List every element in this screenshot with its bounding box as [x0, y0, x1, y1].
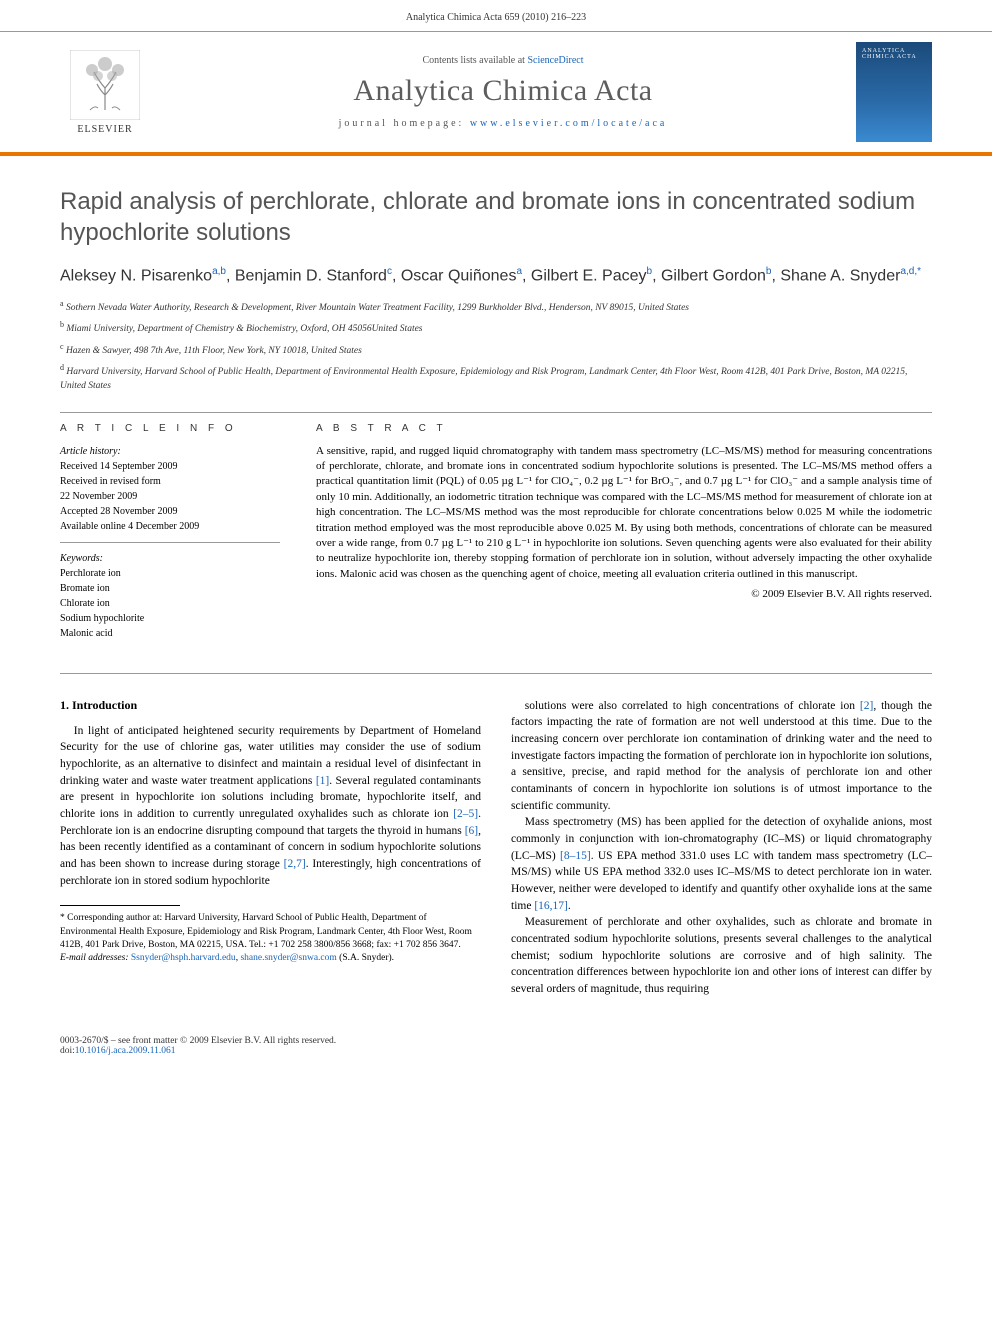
publisher-logo-block: ELSEVIER: [60, 50, 150, 135]
divider: [60, 673, 932, 674]
affiliation-line: d Harvard University, Harvard School of …: [60, 362, 932, 394]
affiliation-line: a Sothern Nevada Water Authority, Resear…: [60, 298, 932, 315]
journal-name: Analytica Chimica Acta: [150, 74, 856, 108]
article-history-block: Article history: Received 14 September 2…: [60, 444, 280, 641]
ref-link[interactable]: [2–5]: [453, 808, 478, 820]
history-line: Available online 4 December 2009: [60, 519, 280, 534]
keyword: Malonic acid: [60, 626, 280, 641]
journal-homepage-line: journal homepage: www.elsevier.com/locat…: [150, 118, 856, 129]
email-link-1[interactable]: Ssnyder@hsph.harvard.edu: [131, 953, 236, 963]
keywords-label: Keywords:: [60, 551, 280, 566]
contents-line: Contents lists available at ScienceDirec…: [150, 55, 856, 66]
ref-link[interactable]: [8–15]: [560, 850, 591, 862]
masthead: ELSEVIER Contents lists available at Sci…: [0, 31, 992, 156]
keyword: Chlorate ion: [60, 596, 280, 611]
contents-prefix: Contents lists available at: [422, 55, 527, 66]
ref-link[interactable]: [2]: [860, 700, 873, 712]
history-line: 22 November 2009: [60, 489, 280, 504]
sciencedirect-link[interactable]: ScienceDirect: [527, 55, 583, 66]
email-suffix: (S.A. Snyder).: [339, 953, 394, 963]
affiliation-line: c Hazen & Sawyer, 498 7th Ave, 11th Floo…: [60, 341, 932, 358]
issn-line: 0003-2670/$ – see front matter © 2009 El…: [60, 1036, 336, 1046]
doi-link[interactable]: 10.1016/j.aca.2009.11.061: [75, 1046, 176, 1056]
ref-link[interactable]: [2,7]: [284, 858, 306, 870]
doi-label: doi:: [60, 1046, 75, 1056]
running-head: Analytica Chimica Acta 659 (2010) 216–22…: [0, 0, 992, 31]
keyword: Sodium hypochlorite: [60, 611, 280, 626]
article-info-header: A R T I C L E I N F O: [60, 423, 280, 434]
intro-paragraph-4: Measurement of perchlorate and other oxy…: [511, 914, 932, 997]
abstract-text: A sensitive, rapid, and rugged liquid ch…: [316, 444, 932, 583]
article-title: Rapid analysis of perchlorate, chlorate …: [60, 186, 932, 248]
keyword: Bromate ion: [60, 581, 280, 596]
history-line: Received 14 September 2009: [60, 459, 280, 474]
abstract-copyright: © 2009 Elsevier B.V. All rights reserved…: [316, 588, 932, 600]
affiliations-block: a Sothern Nevada Water Authority, Resear…: [60, 298, 932, 394]
publisher-name: ELSEVIER: [77, 124, 132, 135]
cover-thumb-text: ANALYTICA CHIMICA ACTA: [862, 48, 926, 60]
email-footnote: E-mail addresses: Ssnyder@hsph.harvard.e…: [60, 952, 481, 965]
body-columns: 1. Introduction In light of anticipated …: [60, 698, 932, 998]
abstract-header: A B S T R A C T: [316, 423, 932, 434]
email-link-2[interactable]: shane.snyder@snwa.com: [240, 953, 336, 963]
affiliation-line: b Miami University, Department of Chemis…: [60, 319, 932, 336]
footnote-separator: [60, 905, 180, 906]
history-label: Article history:: [60, 444, 280, 459]
info-divider: [60, 542, 280, 543]
abstract-column: A B S T R A C T A sensitive, rapid, and …: [316, 423, 932, 655]
elsevier-tree-icon: [70, 50, 140, 120]
intro-paragraph-1: In light of anticipated heightened secur…: [60, 723, 481, 890]
homepage-prefix: journal homepage:: [339, 118, 470, 129]
ref-link[interactable]: [6]: [465, 825, 478, 837]
section-title-intro: 1. Introduction: [60, 698, 481, 713]
intro-paragraph-3: Mass spectrometry (MS) has been applied …: [511, 814, 932, 914]
email-label: E-mail addresses:: [60, 953, 129, 963]
divider: [60, 412, 932, 413]
article-info-column: A R T I C L E I N F O Article history: R…: [60, 423, 280, 655]
authors-list: Aleksey N. Pisarenkoa,b, Benjamin D. Sta…: [60, 266, 932, 285]
history-line: Received in revised form: [60, 474, 280, 489]
corresponding-author-footnote: * Corresponding author at: Harvard Unive…: [60, 912, 481, 952]
page-footer: 0003-2670/$ – see front matter © 2009 El…: [0, 1028, 992, 1076]
masthead-center: Contents lists available at ScienceDirec…: [150, 55, 856, 129]
ref-link[interactable]: [1]: [316, 775, 329, 787]
intro-paragraph-2: solutions were also correlated to high c…: [511, 698, 932, 815]
keyword: Perchlorate ion: [60, 566, 280, 581]
ref-link[interactable]: [16,17]: [534, 900, 568, 912]
history-line: Accepted 28 November 2009: [60, 504, 280, 519]
journal-cover-thumb: ANALYTICA CHIMICA ACTA: [856, 42, 932, 142]
homepage-link[interactable]: www.elsevier.com/locate/aca: [470, 118, 668, 129]
